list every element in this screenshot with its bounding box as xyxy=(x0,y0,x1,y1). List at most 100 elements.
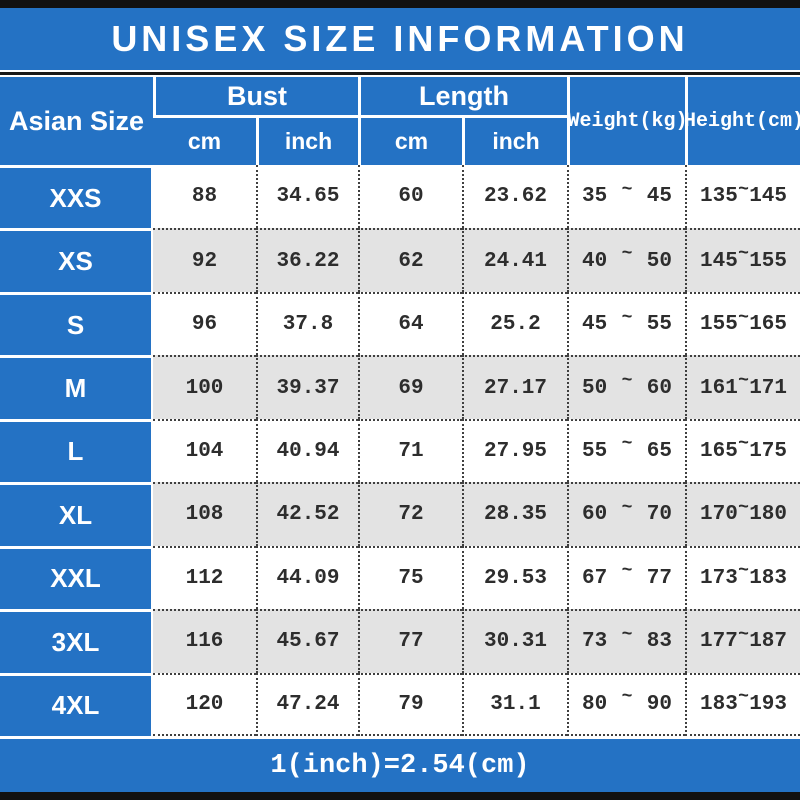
height-min: 173 xyxy=(700,566,738,590)
tilde-glyph: ~ xyxy=(621,434,633,455)
table-row: S 96 37.8 64 25.2 45 ~ 55 155 ~ 165 xyxy=(0,291,800,356)
header-length-cm: cm xyxy=(358,115,462,165)
size-label-cell: M xyxy=(0,355,153,419)
bust-cm-cell: 104 xyxy=(153,418,256,483)
weight-min: 45 xyxy=(582,313,608,337)
table-row: XXS 88 34.65 60 23.62 35 ~ 45 135 ~ 145 xyxy=(0,165,800,229)
height-min: 145 xyxy=(700,249,738,273)
header-asian-size: Asian Size xyxy=(0,77,153,165)
weight-range-cell: 60 ~ 70 xyxy=(567,482,685,546)
length-inch-cell: 30.31 xyxy=(462,609,567,673)
height-max: 183 xyxy=(749,566,787,590)
weight-max: 90 xyxy=(646,692,672,716)
weight-min: 50 xyxy=(582,376,608,400)
table-header: Asian Size Bust Length Weight(kg) Height… xyxy=(0,77,800,165)
length-inch-cell: 24.41 xyxy=(462,228,567,292)
length-inch-cell: 28.35 xyxy=(462,482,567,546)
height-range-cell: 145 ~ 155 xyxy=(685,228,800,292)
bust-inch-cell: 39.37 xyxy=(256,355,358,419)
weight-max: 55 xyxy=(646,313,672,337)
bust-cm-cell: 120 xyxy=(153,672,256,736)
table-row: L 104 40.94 71 27.95 55 ~ 65 165 ~ 175 xyxy=(0,418,800,483)
length-cm-cell: 62 xyxy=(358,228,462,292)
weight-min: 80 xyxy=(582,692,608,716)
height-min: 161 xyxy=(700,376,738,400)
weight-max: 70 xyxy=(646,503,672,527)
size-label-cell: S xyxy=(0,291,153,356)
height-max: 155 xyxy=(749,249,787,273)
footer-band: 1(inch)=2.54(cm) xyxy=(0,736,800,792)
header-bust-inch: inch xyxy=(256,115,358,165)
height-max: 145 xyxy=(749,185,787,209)
height-max: 187 xyxy=(749,630,787,654)
height-min: 177 xyxy=(700,630,738,654)
tilde-glyph: ~ xyxy=(738,179,749,200)
top-black-bar xyxy=(0,0,800,8)
height-max: 180 xyxy=(749,503,787,527)
table-row: XS 92 36.22 62 24.41 40 ~ 50 145 ~ 155 xyxy=(0,228,800,292)
weight-min: 35 xyxy=(582,185,608,209)
header-weight: Weight(kg) xyxy=(567,77,688,165)
length-inch-cell: 29.53 xyxy=(462,545,567,610)
bust-cm-cell: 88 xyxy=(153,165,256,229)
bust-cm-cell: 96 xyxy=(153,291,256,356)
bust-cm-cell: 108 xyxy=(153,482,256,546)
bust-inch-cell: 40.94 xyxy=(256,418,358,483)
tilde-glyph: ~ xyxy=(738,434,749,455)
height-range-cell: 173 ~ 183 xyxy=(685,545,800,610)
weight-range-cell: 40 ~ 50 xyxy=(567,228,685,292)
length-inch-cell: 23.62 xyxy=(462,165,567,229)
tilde-glyph: ~ xyxy=(738,371,749,392)
bust-cm-cell: 100 xyxy=(153,355,256,419)
weight-range-cell: 73 ~ 83 xyxy=(567,609,685,673)
length-cm-cell: 71 xyxy=(358,418,462,483)
bust-inch-cell: 37.8 xyxy=(256,291,358,356)
height-min: 135 xyxy=(700,185,738,209)
weight-range-cell: 35 ~ 45 xyxy=(567,165,685,229)
conversion-note: 1(inch)=2.54(cm) xyxy=(270,750,530,781)
size-label-cell: XXS xyxy=(0,165,153,229)
table-row: XL 108 42.52 72 28.35 60 ~ 70 170 ~ 180 xyxy=(0,482,800,546)
length-cm-cell: 79 xyxy=(358,672,462,736)
bust-inch-cell: 42.52 xyxy=(256,482,358,546)
height-min: 165 xyxy=(700,439,738,463)
tilde-glyph: ~ xyxy=(738,561,749,582)
weight-range-cell: 50 ~ 60 xyxy=(567,355,685,419)
height-max: 175 xyxy=(749,439,787,463)
height-min: 155 xyxy=(700,313,738,337)
size-label-cell: XL xyxy=(0,482,153,546)
bottom-black-bar xyxy=(0,792,800,800)
header-height: Height(cm) xyxy=(684,77,800,165)
size-label-cell: 4XL xyxy=(0,672,153,736)
tilde-glyph: ~ xyxy=(738,624,749,645)
table-row: 4XL 120 47.24 79 31.1 80 ~ 90 183 ~ 193 xyxy=(0,672,800,736)
tilde-glyph: ~ xyxy=(621,561,633,582)
weight-min: 40 xyxy=(582,249,608,273)
tilde-glyph: ~ xyxy=(621,497,633,518)
title-band: UNISEX SIZE INFORMATION xyxy=(0,8,800,70)
title-separator xyxy=(0,70,800,77)
height-max: 193 xyxy=(749,692,787,716)
height-range-cell: 155 ~ 165 xyxy=(685,291,800,356)
height-range-cell: 165 ~ 175 xyxy=(685,418,800,483)
weight-min: 73 xyxy=(582,630,608,654)
bust-inch-cell: 47.24 xyxy=(256,672,358,736)
tilde-glyph: ~ xyxy=(738,497,749,518)
length-cm-cell: 72 xyxy=(358,482,462,546)
bust-cm-cell: 92 xyxy=(153,228,256,292)
tilde-glyph: ~ xyxy=(621,244,633,265)
tilde-glyph: ~ xyxy=(621,371,633,392)
length-inch-cell: 31.1 xyxy=(462,672,567,736)
weight-max: 45 xyxy=(646,185,672,209)
length-cm-cell: 69 xyxy=(358,355,462,419)
length-cm-cell: 75 xyxy=(358,545,462,610)
bust-cm-cell: 116 xyxy=(153,609,256,673)
height-max: 171 xyxy=(749,376,787,400)
height-range-cell: 183 ~ 193 xyxy=(685,672,800,736)
bust-inch-cell: 36.22 xyxy=(256,228,358,292)
tilde-glyph: ~ xyxy=(738,307,749,328)
header-length-inch: inch xyxy=(462,115,567,165)
tilde-glyph: ~ xyxy=(621,624,633,645)
table-row: XXL 112 44.09 75 29.53 67 ~ 77 173 ~ 183 xyxy=(0,545,800,610)
weight-max: 60 xyxy=(646,376,672,400)
